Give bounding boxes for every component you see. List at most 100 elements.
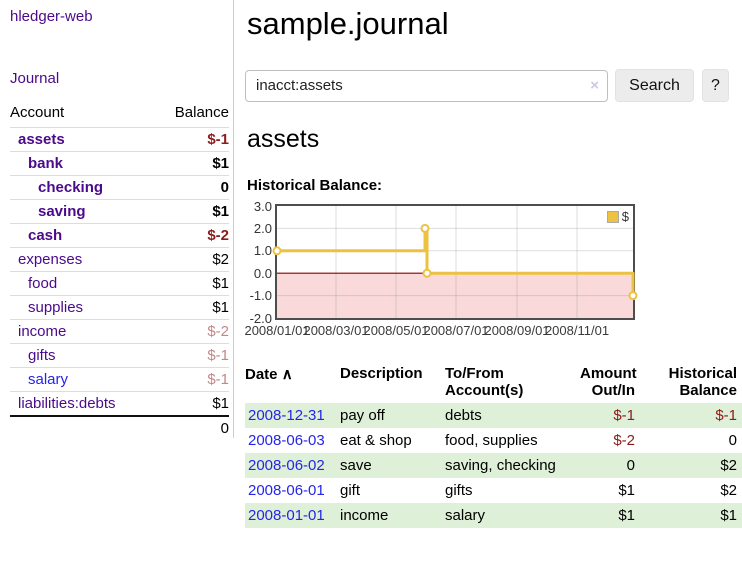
account-balance: $-2 [154,223,229,248]
accounts-total-value: 0 [154,415,229,440]
y-tick: -2.0 [249,311,272,326]
register-row: 2008-12-31 pay off debts $-1 $-1 [245,403,742,428]
account-link[interactable]: bank [28,155,64,172]
transaction-balance: $-1 [715,407,737,424]
transaction-accounts: salary [445,507,486,524]
account-balance: $1 [154,295,229,320]
account-link[interactable]: saving [38,203,86,220]
app-title-link[interactable]: hledger-web [10,8,93,25]
register-table: Date ∧ Description To/From Account(s) Am… [245,363,742,528]
transaction-description: gift [340,482,361,499]
account-row-supplies: supplies $1 [10,295,229,320]
accounts-column-header: To/From Account(s) [445,365,524,399]
date-sort-link[interactable]: Date [245,366,278,383]
account-column-header: Account [10,104,65,121]
transaction-description: save [340,457,372,474]
transaction-date-link[interactable]: 2008-01-01 [248,507,325,524]
account-balance: $-1 [154,127,229,152]
y-tick: -1.0 [249,288,272,303]
x-tick: 2008/07/01 [423,323,489,338]
account-balance: $2 [154,247,229,272]
account-balance: $-1 [154,343,229,368]
account-row-liabilities-debts: liabilities:debts $1 [10,391,229,416]
transaction-date-link[interactable]: 2008-06-01 [248,482,325,499]
balance-column-header: Balance [174,104,229,121]
account-balance: 0 [154,175,229,200]
account-row-assets: assets $-1 [10,127,229,152]
account-balance: $1 [154,391,229,416]
account-row-gifts: gifts $-1 [10,343,229,368]
accounts-table-header: Account Balance [10,101,229,128]
transaction-accounts: gifts [445,482,473,499]
y-tick: 2.0 [253,221,272,236]
account-link[interactable]: expenses [18,251,83,268]
accounts-total-row: 0 [10,415,229,440]
y-tick: 3.0 [253,199,272,214]
account-link[interactable]: food [28,275,58,292]
sidebar: hledger-web Journal Account Balance asse… [0,0,234,440]
balance-column-header: Historical Balance [668,365,737,399]
account-link[interactable]: cash [28,227,63,244]
amount-column-header: Amount Out/In [580,365,637,399]
x-tick: 2008/05/01 [363,323,429,338]
transaction-date-link[interactable]: 2008-06-03 [248,432,325,449]
account-link[interactable]: liabilities:debts [18,395,116,412]
account-link[interactable]: assets [18,131,65,148]
chart-legend: $ [605,209,630,224]
x-tick: 2008/01/01 [244,323,310,338]
help-button[interactable]: ? [702,69,729,102]
chart-plot-area[interactable]: $ [272,204,638,320]
account-link[interactable]: income [18,323,67,340]
main-content: sample.journal × Search ? assets Histori… [244,0,742,528]
transaction-balance: 0 [728,432,737,449]
transaction-amount: $-1 [613,407,635,424]
transaction-accounts: saving, checking [445,457,556,474]
account-row-saving: saving $1 [10,199,229,224]
transaction-amount: $1 [618,507,635,524]
account-link[interactable]: checking [38,179,104,196]
x-tick: 2008/03/01 [303,323,369,338]
x-tick: 2008/11/01 [544,323,610,338]
register-row: 2008-01-01 income salary $1 $1 [245,503,742,528]
sort-ascending-icon: ∧ [281,366,293,383]
account-link[interactable]: supplies [28,299,84,316]
search-button[interactable]: Search [615,69,694,102]
sidebar-item-journal[interactable]: Journal [10,70,60,87]
transaction-accounts: debts [445,407,482,424]
account-balance: $1 [154,151,229,176]
transaction-balance: $2 [720,457,737,474]
y-tick: 1.0 [253,243,272,258]
register-header-row: Date ∧ Description To/From Account(s) Am… [245,363,742,403]
transaction-description: pay off [340,407,385,424]
date-column-header[interactable]: Date ∧ [245,363,340,403]
register-row: 2008-06-02 save saving, checking 0 $2 [245,453,742,478]
account-row-food: food $1 [10,271,229,296]
description-column-header: Description [340,365,423,382]
transaction-amount: $1 [618,482,635,499]
search-form: × Search ? [245,69,742,102]
historical-balance-chart: 3.0 2.0 1.0 0.0 -1.0 -2.0 [244,199,742,343]
account-balance: $1 [154,199,229,224]
page-title: sample.journal [247,6,449,41]
register-row: 2008-06-03 eat & shop food, supplies $-2… [245,428,742,453]
account-row-bank: bank $1 [10,151,229,176]
account-heading: assets [247,125,320,153]
register-row: 2008-06-01 gift gifts $1 $2 [245,478,742,503]
clear-search-icon[interactable]: × [590,76,599,94]
y-tick: 0.0 [253,266,272,281]
account-balance: $-1 [154,367,229,392]
transaction-balance: $2 [720,482,737,499]
account-row-cash: cash $-2 [10,223,229,248]
transaction-accounts: food, supplies [445,432,538,449]
search-input[interactable] [245,69,608,102]
legend-swatch [606,210,619,223]
transaction-description: eat & shop [340,432,412,449]
account-link[interactable]: gifts [28,347,56,364]
x-tick: 2008/09/01 [484,323,550,338]
account-link[interactable]: salary [28,371,69,388]
legend-label: $ [621,209,629,224]
negative-region [277,273,633,318]
transaction-date-link[interactable]: 2008-12-31 [248,407,325,424]
account-row-checking: checking 0 [10,175,229,200]
transaction-date-link[interactable]: 2008-06-02 [248,457,325,474]
